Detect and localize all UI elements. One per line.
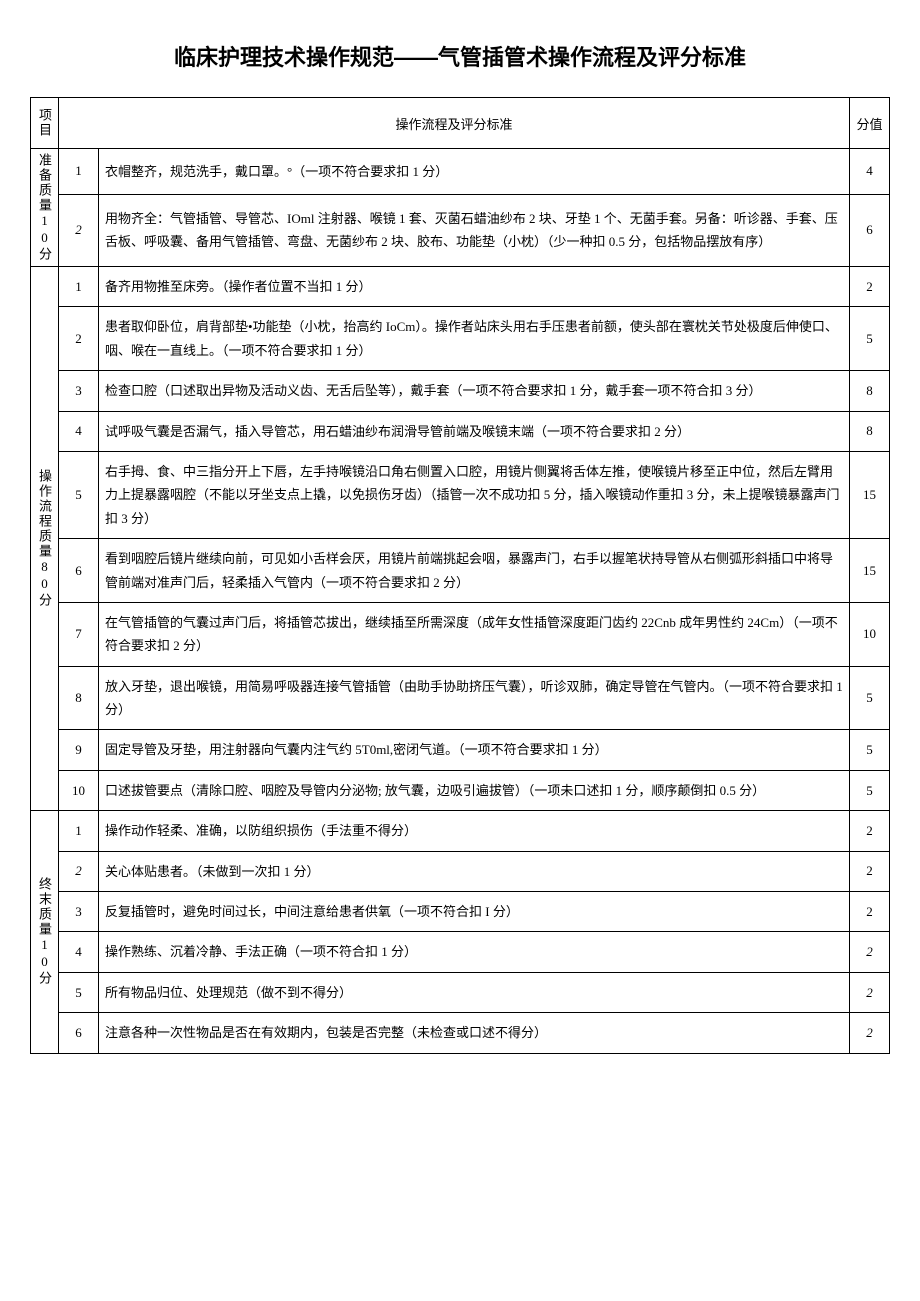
row-number: 1 xyxy=(59,811,99,851)
row-content: 放入牙垫，退出喉镜，用简易呼吸器连接气管插管（由助手协助挤压气囊），听诊双肺，确… xyxy=(99,666,850,730)
row-number: 8 xyxy=(59,666,99,730)
row-number: 6 xyxy=(59,539,99,603)
row-content: 患者取仰卧位，肩背部垫•功能垫（小枕，抬高约 IoCm）。操作者站床头用右手压患… xyxy=(99,307,850,371)
table-row: 终末质量10分1操作动作轻柔、准确，以防组织损伤（手法重不得分）2 xyxy=(31,811,890,851)
table-row: 3检查口腔（口述取出异物及活动义齿、无舌后坠等），戴手套（一项不符合要求扣 1 … xyxy=(31,371,890,411)
row-content: 操作动作轻柔、准确，以防组织损伤（手法重不得分） xyxy=(99,811,850,851)
row-score: 2 xyxy=(850,892,890,932)
section-label: 终末质量10分 xyxy=(31,811,59,1053)
table-row: 10口述拔管要点（清除口腔、咽腔及导管内分泌物; 放气囊，边吸引遍拔管）（一项未… xyxy=(31,770,890,810)
row-number: 5 xyxy=(59,972,99,1012)
row-number: 3 xyxy=(59,371,99,411)
scoring-table: 项目 操作流程及评分标准 分值 准备质量10分1衣帽整齐，规范洗手，戴口罩。°（… xyxy=(30,97,890,1054)
table-row: 9固定导管及牙垫，用注射器向气囊内注气约 5T0ml,密闭气道。（一项不符合要求… xyxy=(31,730,890,770)
header-score: 分值 xyxy=(850,98,890,149)
row-content: 口述拔管要点（清除口腔、咽腔及导管内分泌物; 放气囊，边吸引遍拔管）（一项未口述… xyxy=(99,770,850,810)
table-row: 2关心体贴患者。（未做到一次扣 1 分）2 xyxy=(31,851,890,891)
row-score: 2 xyxy=(850,267,890,307)
section-label: 准备质量10分 xyxy=(31,149,59,267)
row-number: 2 xyxy=(59,307,99,371)
row-number: 3 xyxy=(59,892,99,932)
table-row: 2用物齐全：气管插管、导管芯、IOml 注射器、喉镜 1 套、灭菌石蜡油纱布 2… xyxy=(31,194,890,266)
section-label: 操作流程质量80分 xyxy=(31,267,59,811)
row-score: 5 xyxy=(850,666,890,730)
row-score: 2 xyxy=(850,972,890,1012)
row-content: 关心体贴患者。（未做到一次扣 1 分） xyxy=(99,851,850,891)
header-content: 操作流程及评分标准 xyxy=(59,98,850,149)
row-score: 5 xyxy=(850,307,890,371)
row-number: 9 xyxy=(59,730,99,770)
table-row: 4试呼吸气囊是否漏气，插入导管芯，用石蜡油纱布润滑导管前端及喉镜末端（一项不符合… xyxy=(31,411,890,451)
table-header-row: 项目 操作流程及评分标准 分值 xyxy=(31,98,890,149)
row-score: 5 xyxy=(850,770,890,810)
row-number: 1 xyxy=(59,149,99,195)
row-content: 备齐用物推至床旁。（操作者位置不当扣 1 分） xyxy=(99,267,850,307)
row-number: 5 xyxy=(59,451,99,538)
row-number: 1 xyxy=(59,267,99,307)
row-content: 用物齐全：气管插管、导管芯、IOml 注射器、喉镜 1 套、灭菌石蜡油纱布 2 … xyxy=(99,194,850,266)
row-content: 操作熟练、沉着冷静、手法正确（一项不符合扣 1 分） xyxy=(99,932,850,972)
table-row: 6注意各种一次性物品是否在有效期内，包装是否完整（未检查或口述不得分）2 xyxy=(31,1013,890,1053)
table-row: 5右手拇、食、中三指分开上下唇，左手持喉镜沿口角右侧置入口腔，用镜片侧翼将舌体左… xyxy=(31,451,890,538)
row-score: 4 xyxy=(850,149,890,195)
row-score: 8 xyxy=(850,411,890,451)
row-score: 5 xyxy=(850,730,890,770)
row-content: 固定导管及牙垫，用注射器向气囊内注气约 5T0ml,密闭气道。（一项不符合要求扣… xyxy=(99,730,850,770)
table-row: 操作流程质量80分1备齐用物推至床旁。（操作者位置不当扣 1 分）2 xyxy=(31,267,890,307)
row-score: 15 xyxy=(850,539,890,603)
row-content: 所有物品归位、处理规范（做不到不得分） xyxy=(99,972,850,1012)
row-score: 2 xyxy=(850,811,890,851)
row-number: 7 xyxy=(59,602,99,666)
table-row: 7在气管插管的气囊过声门后，将插管芯拔出，继续插至所需深度（成年女性插管深度距门… xyxy=(31,602,890,666)
row-content: 检查口腔（口述取出异物及活动义齿、无舌后坠等），戴手套（一项不符合要求扣 1 分… xyxy=(99,371,850,411)
row-score: 8 xyxy=(850,371,890,411)
row-content: 看到咽腔后镜片继续向前，可见如小舌样会厌，用镜片前端挑起会咽，暴露声门，右手以握… xyxy=(99,539,850,603)
row-score: 6 xyxy=(850,194,890,266)
row-content: 注意各种一次性物品是否在有效期内，包装是否完整（未检查或口述不得分） xyxy=(99,1013,850,1053)
table-row: 3反复插管时，避免时间过长，中间注意给患者供氧（一项不符合扣 I 分）2 xyxy=(31,892,890,932)
row-number: 2 xyxy=(59,851,99,891)
table-row: 6看到咽腔后镜片继续向前，可见如小舌样会厌，用镜片前端挑起会咽，暴露声门，右手以… xyxy=(31,539,890,603)
table-row: 准备质量10分1衣帽整齐，规范洗手，戴口罩。°（一项不符合要求扣 1 分）4 xyxy=(31,149,890,195)
row-content: 在气管插管的气囊过声门后，将插管芯拔出，继续插至所需深度（成年女性插管深度距门齿… xyxy=(99,602,850,666)
row-score: 15 xyxy=(850,451,890,538)
row-number: 6 xyxy=(59,1013,99,1053)
table-row: 4操作熟练、沉着冷静、手法正确（一项不符合扣 1 分）2 xyxy=(31,932,890,972)
row-score: 2 xyxy=(850,851,890,891)
row-content: 反复插管时，避免时间过长，中间注意给患者供氧（一项不符合扣 I 分） xyxy=(99,892,850,932)
row-content: 右手拇、食、中三指分开上下唇，左手持喉镜沿口角右侧置入口腔，用镜片侧翼将舌体左推… xyxy=(99,451,850,538)
row-number: 10 xyxy=(59,770,99,810)
document-title: 临床护理技术操作规范——气管插管术操作流程及评分标准 xyxy=(30,40,890,72)
row-score: 2 xyxy=(850,1013,890,1053)
row-number: 4 xyxy=(59,932,99,972)
row-content: 试呼吸气囊是否漏气，插入导管芯，用石蜡油纱布润滑导管前端及喉镜末端（一项不符合要… xyxy=(99,411,850,451)
row-score: 10 xyxy=(850,602,890,666)
table-row: 5所有物品归位、处理规范（做不到不得分）2 xyxy=(31,972,890,1012)
row-number: 4 xyxy=(59,411,99,451)
row-content: 衣帽整齐，规范洗手，戴口罩。°（一项不符合要求扣 1 分） xyxy=(99,149,850,195)
row-number: 2 xyxy=(59,194,99,266)
table-row: 8放入牙垫，退出喉镜，用简易呼吸器连接气管插管（由助手协助挤压气囊），听诊双肺，… xyxy=(31,666,890,730)
header-section: 项目 xyxy=(31,98,59,149)
table-row: 2患者取仰卧位，肩背部垫•功能垫（小枕，抬高约 IoCm）。操作者站床头用右手压… xyxy=(31,307,890,371)
row-score: 2 xyxy=(850,932,890,972)
